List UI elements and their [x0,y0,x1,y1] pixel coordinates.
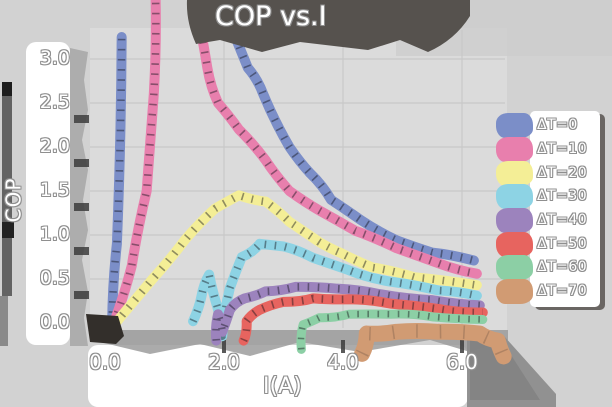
y-tick-label: 1.5 [39,179,70,201]
legend-entry-label: ΔT=10 [537,141,588,157]
x-tick-label: 0.0 [89,350,121,374]
legend-entry-label: ΔT=30 [537,188,588,204]
x-tick-label: 6.0 [446,350,478,374]
y-axis-label-strip [26,42,70,345]
legend-entry-label: ΔT=50 [537,236,588,252]
x-tick-label: 2.0 [208,350,240,374]
legend-entry-label: ΔT=60 [537,259,588,275]
legend-entry-label: ΔT=40 [537,212,588,228]
legend-swatch [496,184,533,209]
x-axis-title: I(A) [263,374,302,399]
legend-swatch [496,255,533,280]
origin-shadow-blob [86,314,124,344]
tick-marks [74,115,464,353]
y-tick-label: 1.0 [39,223,70,245]
legend-swatch [496,137,533,162]
y-tick-label: 3.0 [39,47,70,69]
legend-swatch [496,113,533,138]
legend-swatch [496,208,533,233]
legend-swatch [496,279,533,304]
y-tick-label: 0.0 [39,311,70,333]
chart-title: COP vs.I [215,1,327,32]
y-axis-spine [70,48,88,346]
series-layer [107,0,512,365]
legend-swatch [496,161,533,186]
y-tick-label: 0.5 [39,267,70,289]
y-axis-title: COP [1,177,26,223]
legend-swatch [496,232,533,257]
y-tick-label: 2.0 [39,135,70,157]
title-shadow-blob [186,0,470,52]
x-tick-label: 4.0 [327,350,359,374]
shadow-blobs [0,82,556,407]
legend-entry-label: ΔT=70 [537,283,588,299]
legend-entry-label: ΔT=20 [537,165,588,181]
x-axis-label-strip [88,345,468,407]
y-tick-label: 2.5 [39,91,70,113]
legend-entry-label: ΔT=0 [537,117,578,133]
legend-box [530,111,600,307]
